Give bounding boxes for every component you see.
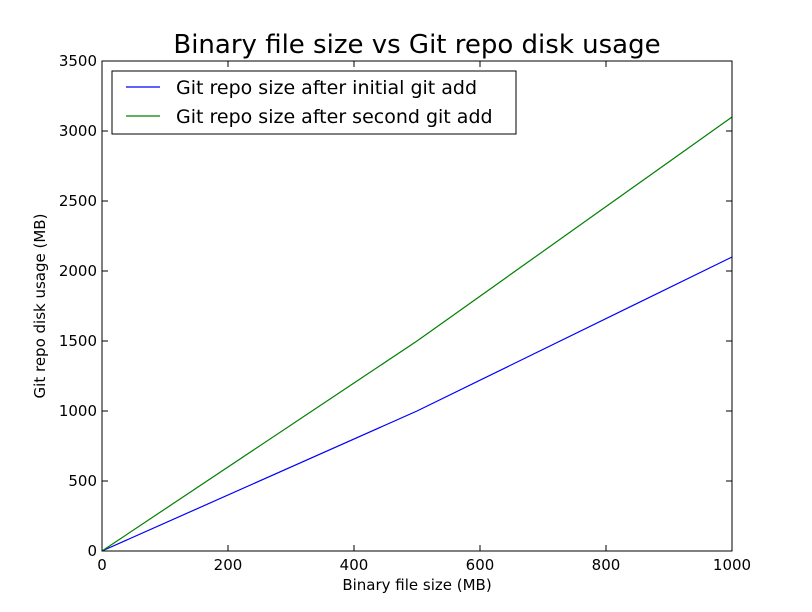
plot-area-frame [101,60,733,552]
legend-label-initial-add: Git repo size after initial git add [176,77,477,99]
y-tick-label: 0 [87,542,97,560]
x-tick-label: 400 [340,556,369,574]
y-axis-ticks: 0 500 1000 1500 2000 2500 3000 3500 [59,52,732,560]
y-tick-label: 3500 [59,52,97,70]
y-axis-label: Git repo disk usage (MB) [31,214,49,399]
y-tick-label: 1000 [59,402,97,420]
legend-box [111,70,517,135]
x-axis-ticks: 0 200 400 600 800 1000 [97,61,751,574]
y-tick-label: 2000 [59,262,97,280]
x-tick-label: 1000 [713,556,751,574]
y-tick-label: 3000 [59,122,97,140]
x-axis-label: Binary file size (MB) [342,576,491,594]
legend: Git repo size after initial git add Git … [111,70,517,135]
x-tick-label: 600 [466,556,495,574]
y-tick-label: 500 [68,472,97,490]
x-tick-label: 800 [592,556,621,574]
chart-title: Binary file size vs Git repo disk usage [173,30,660,60]
series-line-1 [101,116,733,552]
x-tick-label: 0 [97,556,107,574]
legend-label-second-add: Git repo size after second git add [176,106,493,128]
y-tick-label: 2500 [59,192,97,210]
series-line-0 [101,256,733,552]
plot-series [101,116,733,552]
y-tick-label: 1500 [59,332,97,350]
x-tick-label: 200 [214,556,243,574]
